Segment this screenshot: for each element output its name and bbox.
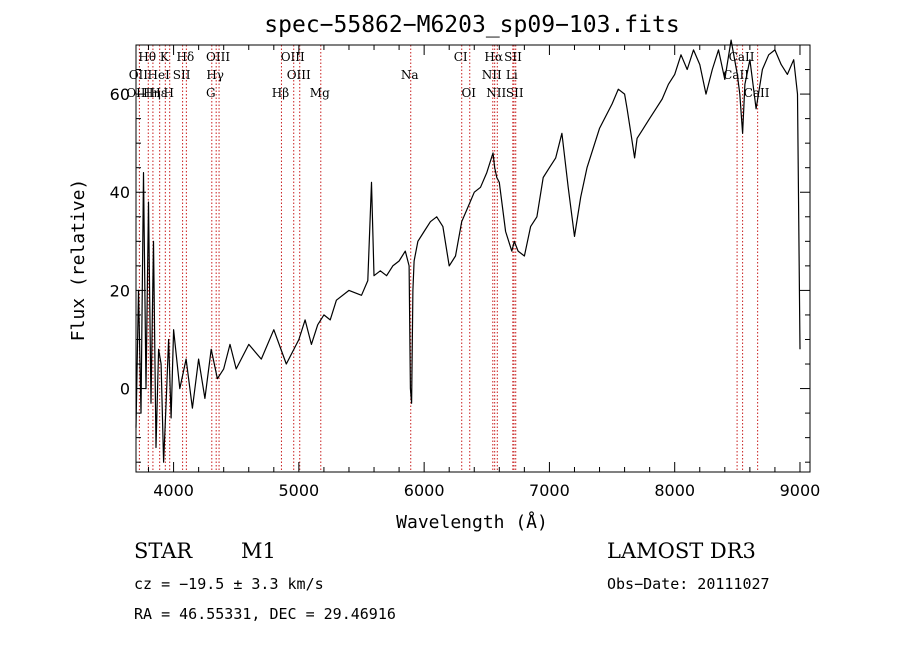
survey-name: LAMOST DR3 — [607, 539, 756, 563]
object-subclass: M1 — [241, 539, 276, 563]
line-label: CI — [454, 50, 468, 64]
line-label: G — [206, 86, 216, 100]
x-tick-label: 7000 — [529, 481, 570, 500]
line-label: H — [163, 86, 173, 100]
line-label: Hθ — [138, 50, 156, 64]
line-label: Hγ — [206, 68, 224, 82]
obs-date-text: Obs−Date: 20111027 — [607, 575, 770, 593]
line-label: CaII — [729, 50, 755, 64]
spectrum-line — [135, 39, 801, 463]
line-label: SII — [173, 68, 191, 82]
line-label: Hη — [143, 86, 161, 100]
coordinates-text: RA = 46.55331, DEC = 29.46916 — [134, 605, 396, 623]
line-label: OIII — [281, 50, 305, 64]
line-label: K — [160, 50, 170, 64]
line-label: SII — [506, 86, 524, 100]
line-label: OIII — [287, 68, 311, 82]
line-label: SII — [504, 50, 522, 64]
y-axis-label: Flux (relative) — [68, 179, 89, 342]
object-class: STAR — [134, 539, 193, 563]
emission-line-markers — [138, 45, 759, 472]
y-tick-label: 40 — [110, 183, 130, 202]
line-label: Na — [401, 68, 419, 82]
line-label: OII — [129, 68, 149, 82]
plot-frame — [135, 44, 811, 473]
chart-title: spec−55862−M6203_sp09−103.fits — [264, 12, 679, 38]
line-label: OI — [461, 86, 476, 100]
line-label: OIII — [126, 86, 150, 100]
line-label: CaII — [723, 68, 749, 82]
line-label: Li — [506, 68, 518, 82]
line-label: NII — [486, 86, 506, 100]
line-label: NII — [482, 68, 502, 82]
line-label: Hβ — [272, 86, 289, 100]
line-label: Mg — [310, 86, 330, 100]
y-tick-label: 0 — [120, 380, 130, 399]
y-axis-ticks: 0 20 40 60 — [110, 44, 810, 463]
y-tick-label: 60 — [110, 85, 130, 104]
line-label: Hε — [150, 86, 167, 100]
x-tick-label: 5000 — [279, 481, 320, 500]
y-tick-label: 20 — [110, 281, 130, 300]
line-label: OIII — [206, 50, 230, 64]
x-axis-label: Wavelength (Å) — [396, 511, 548, 533]
redshift-text: cz = −19.5 ± 3.3 km/s — [134, 575, 324, 593]
x-tick-label: 8000 — [654, 481, 695, 500]
line-label: Hα — [484, 50, 503, 64]
x-tick-label: 9000 — [780, 481, 821, 500]
line-label: HeI — [148, 68, 171, 82]
x-tick-label: 4000 — [153, 481, 194, 500]
line-label: CaII — [744, 86, 770, 100]
line-label: Hδ — [177, 50, 195, 64]
x-tick-label: 6000 — [404, 481, 445, 500]
x-axis-ticks: 4000 5000 6000 7000 8000 9000 — [148, 45, 821, 500]
